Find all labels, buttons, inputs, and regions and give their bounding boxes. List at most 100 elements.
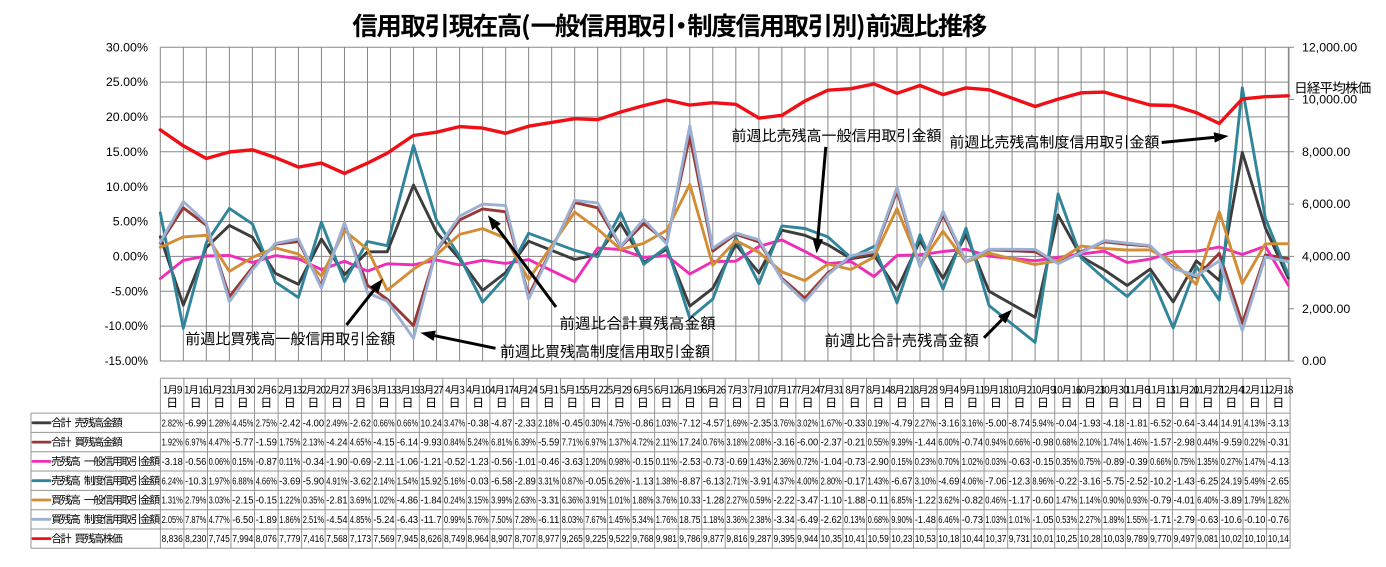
- svg-text:-3.31: -3.31: [538, 496, 560, 507]
- svg-text:-6.67: -6.67: [891, 476, 913, 487]
- svg-text:1.01%: 1.01%: [609, 496, 630, 507]
- svg-text:7.71%: 7.71%: [562, 438, 583, 449]
- svg-text:0.24%: 0.24%: [444, 496, 465, 507]
- svg-text:6.36%: 6.36%: [562, 496, 583, 507]
- svg-text:0.68%: 0.68%: [868, 515, 889, 526]
- svg-text:9,265: 9,265: [562, 534, 584, 545]
- svg-text:-1.06: -1.06: [397, 457, 419, 468]
- svg-text:2.18%: 2.18%: [538, 418, 559, 429]
- svg-text:5.00%: 5.00%: [113, 217, 148, 229]
- svg-text:0.66%: 0.66%: [397, 418, 418, 429]
- svg-text:4.85%: 4.85%: [350, 515, 371, 526]
- svg-text:3.15%: 3.15%: [468, 496, 489, 507]
- svg-text:0.06%: 0.06%: [209, 457, 230, 468]
- svg-text:0.99%: 0.99%: [444, 515, 465, 526]
- svg-text:1.20%: 1.20%: [585, 457, 606, 468]
- svg-text:1.02%: 1.02%: [962, 457, 983, 468]
- svg-text:6.81%: 6.81%: [491, 438, 512, 449]
- svg-text:-4.18: -4.18: [1103, 418, 1125, 429]
- svg-text:9,497: 9,497: [1174, 534, 1196, 545]
- svg-text:1.88%: 1.88%: [632, 496, 653, 507]
- svg-text:-4.24: -4.24: [326, 438, 348, 449]
- svg-text:2.49%: 2.49%: [326, 418, 347, 429]
- svg-text:2.82%: 2.82%: [162, 418, 183, 429]
- svg-text:-2.98: -2.98: [1174, 438, 1196, 449]
- svg-text:-1.23: -1.23: [468, 457, 490, 468]
- svg-text:-15.00%: -15.00%: [105, 356, 148, 368]
- svg-text:3.10%: 3.10%: [915, 476, 936, 487]
- svg-text:5.24%: 5.24%: [468, 438, 489, 449]
- svg-text:2.27%: 2.27%: [726, 496, 747, 507]
- svg-text:9,731: 9,731: [1009, 534, 1031, 545]
- svg-text:-0.69: -0.69: [350, 457, 372, 468]
- svg-text:17.24: 17.24: [679, 438, 701, 449]
- svg-text:-1.01: -1.01: [515, 457, 537, 468]
- svg-text:7.28%: 7.28%: [515, 515, 536, 526]
- svg-text:10,01: 10,01: [1032, 534, 1054, 545]
- svg-text:8,626: 8,626: [421, 534, 443, 545]
- svg-text:3.36%: 3.36%: [726, 515, 747, 526]
- svg-text:0.72%: 0.72%: [797, 457, 818, 468]
- svg-text:9,944: 9,944: [797, 534, 819, 545]
- svg-text:0.35%: 0.35%: [1056, 457, 1077, 468]
- svg-text:-10.6: -10.6: [1221, 515, 1243, 526]
- svg-text:6.40%: 6.40%: [1197, 496, 1218, 507]
- svg-text:-1.22: -1.22: [915, 496, 937, 507]
- svg-text:-0.79: -0.79: [1150, 496, 1172, 507]
- svg-text:10,23: 10,23: [891, 534, 913, 545]
- svg-text:-1.89: -1.89: [256, 515, 278, 526]
- svg-text:1.46%: 1.46%: [1127, 438, 1148, 449]
- svg-text:9,877: 9,877: [703, 534, 725, 545]
- svg-text:-6.11: -6.11: [538, 515, 560, 526]
- svg-text:0.27%: 0.27%: [1221, 457, 1242, 468]
- svg-text:1.37%: 1.37%: [609, 438, 630, 449]
- svg-text:7,569: 7,569: [373, 534, 395, 545]
- svg-text:0.11%: 0.11%: [656, 457, 677, 468]
- svg-text:10,10: 10,10: [1244, 534, 1266, 545]
- svg-text:-0.69: -0.69: [726, 457, 748, 468]
- svg-text:-5.24: -5.24: [373, 515, 395, 526]
- svg-text:0.46%: 0.46%: [985, 496, 1006, 507]
- svg-text:-2.65: -2.65: [1268, 476, 1290, 487]
- svg-text:-2.81: -2.81: [326, 496, 348, 507]
- svg-text:5.94%: 5.94%: [1032, 418, 1053, 429]
- svg-text:-3.34: -3.34: [774, 515, 796, 526]
- svg-text:2.05%: 2.05%: [162, 515, 183, 526]
- svg-text:-2.62: -2.62: [350, 418, 372, 429]
- svg-text:10,37: 10,37: [985, 534, 1007, 545]
- svg-text:2.10%: 2.10%: [1079, 438, 1100, 449]
- svg-text:-8.74: -8.74: [1009, 418, 1031, 429]
- svg-text:10.24: 10.24: [421, 418, 443, 429]
- svg-text:-1.93: -1.93: [1079, 418, 1101, 429]
- svg-text:4.45%: 4.45%: [232, 418, 253, 429]
- svg-text:-8.87: -8.87: [679, 476, 701, 487]
- svg-text:-3.13: -3.13: [1268, 418, 1290, 429]
- svg-text:-10.00%: -10.00%: [105, 321, 148, 333]
- svg-text:-1.81: -1.81: [1127, 418, 1149, 429]
- svg-text:-4.79: -4.79: [891, 418, 913, 429]
- svg-text:-0.03: -0.03: [468, 476, 490, 487]
- svg-text:0.68%: 0.68%: [1056, 438, 1077, 449]
- svg-text:0.55%: 0.55%: [868, 438, 889, 449]
- svg-text:-3.47: -3.47: [797, 496, 819, 507]
- svg-text:10,18: 10,18: [938, 534, 960, 545]
- svg-text:6.26%: 6.26%: [609, 476, 630, 487]
- svg-text:1.35%: 1.35%: [1197, 457, 1218, 468]
- svg-text:0.53%: 0.53%: [1056, 515, 1077, 526]
- svg-text:20.00%: 20.00%: [106, 112, 148, 124]
- svg-text:-2.53: -2.53: [679, 457, 701, 468]
- svg-text:-1.28: -1.28: [703, 496, 725, 507]
- svg-text:-4.54: -4.54: [326, 515, 348, 526]
- svg-text:10,41: 10,41: [844, 534, 866, 545]
- svg-text:-6.00: -6.00: [797, 438, 819, 449]
- svg-text:-0.63: -0.63: [1009, 457, 1031, 468]
- svg-text:-6.50: -6.50: [232, 515, 254, 526]
- svg-text:0.66%: 0.66%: [1150, 457, 1171, 468]
- svg-text:4.66%: 4.66%: [256, 476, 277, 487]
- svg-text:-2.79: -2.79: [1174, 515, 1196, 526]
- svg-text:7,745: 7,745: [209, 534, 231, 545]
- svg-text:-6.52: -6.52: [1150, 418, 1172, 429]
- svg-text:0.15%: 0.15%: [891, 457, 912, 468]
- svg-text:9.39%: 9.39%: [891, 438, 912, 449]
- svg-text:0.93%: 0.93%: [1127, 496, 1148, 507]
